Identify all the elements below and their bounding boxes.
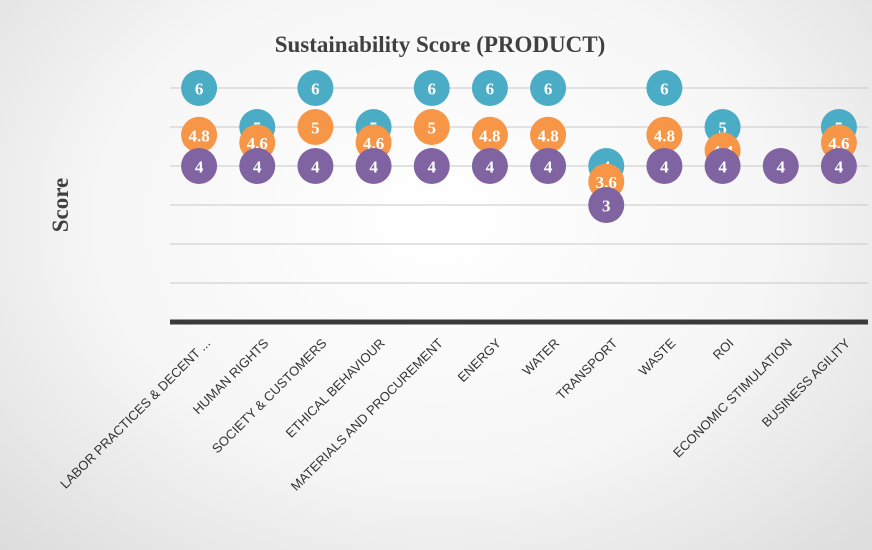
x-tick-label: ENERGY [455,335,505,385]
dot-group: 4.8 [530,116,567,153]
value-label: 4 [718,158,727,177]
chart-title: Sustainability Score (PRODUCT) [275,32,606,57]
dot [181,116,218,153]
value-label: 4 [311,158,320,177]
value-label: 5 [718,119,727,138]
value-label: 4 [777,158,786,177]
x-tick-label: WATER [519,336,562,379]
value-label: 6 [486,80,495,99]
value-label: 4 [544,158,553,177]
dot-group: 4 [471,148,508,184]
dot [646,70,683,106]
dot-group: 6 [297,70,334,106]
value-label: 4 [660,158,669,177]
x-tick-label: SOCIETY & CUSTOMERS [209,335,330,456]
dot-group: 4 [413,148,450,184]
dot [530,116,567,153]
dot [297,109,334,145]
dot-group: 6 [471,70,508,106]
dot [762,148,799,184]
dot-group: 4 [239,148,276,184]
dot [471,70,508,106]
x-tick-label: TRANSPORT [553,335,620,402]
dot [646,116,683,153]
dot [530,148,567,184]
value-label: 4.6 [363,134,384,153]
dot [355,148,392,184]
dot [181,70,218,106]
value-label: 6 [311,80,320,99]
dot-group: 4 [762,148,799,184]
dot-group: 4 [646,148,683,184]
value-label: 6 [195,80,204,99]
dot-group: 4 [297,148,334,184]
dot-group: 4 [530,148,567,184]
value-label: 4.6 [247,134,268,153]
value-label: 4.8 [479,126,500,145]
dot [646,148,683,184]
dot [413,148,450,184]
dot-group: 4 [820,148,857,184]
value-label: 3 [602,197,611,216]
x-tick-label: WASTE [636,335,679,378]
value-label: 3.6 [596,173,617,192]
dot-group: 5 [413,109,450,145]
value-label: 4.6 [828,134,849,153]
dot [297,70,334,106]
dot-group: 4.8 [181,116,218,153]
dot-group: 5 [297,109,334,145]
dot-group: 4 [181,148,218,184]
dot [588,187,625,223]
dot-group: 6 [413,70,450,106]
dot-group: 6 [181,70,218,106]
dot [181,148,218,184]
value-label: 4.8 [654,126,675,145]
value-label: 4 [428,158,437,177]
dot [471,148,508,184]
dot [297,148,334,184]
dot-group: 4.8 [646,116,683,153]
dot [820,148,857,184]
dot [413,109,450,145]
value-label: 5 [311,119,320,138]
dot-group: 4 [704,148,741,184]
value-label: 4 [195,158,204,177]
value-label: 4.8 [537,126,558,145]
x-tick-label: ECONOMIC STIMULATION [670,336,795,461]
dot-group: 6 [646,70,683,106]
dot [704,148,741,184]
value-label: 5 [428,119,437,138]
value-label: 4.8 [188,126,209,145]
dot-group: 4 [355,148,392,184]
dot [413,70,450,106]
x-tick-label: LABOR PRACTICES & DECENT ... [57,336,213,492]
value-label: 4 [253,158,262,177]
value-label: 6 [544,80,553,99]
value-label: 6 [660,80,669,99]
y-axis-label: Score [48,178,73,233]
value-label: 4 [369,158,378,177]
dot-group: 4.8 [471,116,508,153]
value-label: 6 [428,80,437,99]
value-label: 4 [486,158,495,177]
value-label: 4 [835,158,844,177]
x-tick-label: ETHICAL BEHAVIOUR [283,336,388,441]
dot [471,116,508,153]
dot-group: 6 [530,70,567,106]
dot-group: 3 [588,187,625,223]
dot [239,148,276,184]
x-tick-label: ROI [710,336,737,363]
dot [530,70,567,106]
